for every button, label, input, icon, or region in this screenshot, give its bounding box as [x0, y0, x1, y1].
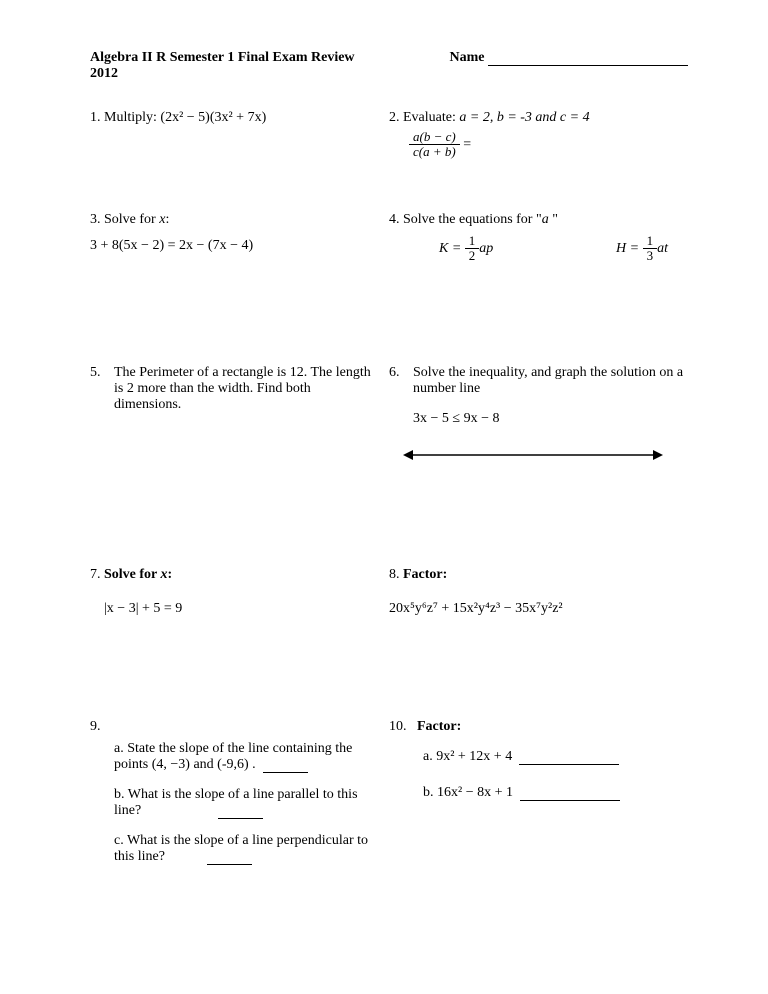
- q6-text: Solve the inequality, and graph the solu…: [413, 365, 688, 397]
- q4-eq1: K = 12ap: [439, 234, 493, 264]
- q10-a-expr: 9x² + 12x + 4: [436, 749, 512, 764]
- title-line1: Algebra II R Semester 1 Final Exam Revie…: [90, 50, 355, 65]
- q4-eq1-den: 2: [465, 249, 480, 263]
- q7-expr: |x − 3| + 5 = 9: [90, 601, 377, 617]
- q3-colon: :: [165, 212, 169, 227]
- q3-label-row: 3. Solve for x:: [90, 212, 377, 228]
- number-line-svg: [403, 445, 663, 465]
- q8: 8. Factor: 20x⁵y⁶z⁷ + 15x²y⁴z³ − 35x⁷y²z…: [389, 567, 688, 617]
- q7-colon: :: [168, 567, 173, 582]
- q4-eq1-rhs: ap: [479, 241, 493, 256]
- q10: 10. Factor: a. 9x² + 12x + 4 b. 16x² − 8…: [389, 719, 688, 865]
- q10-b: b. 16x² − 8x + 1: [389, 785, 688, 801]
- q4-eq2-den: 3: [643, 249, 658, 263]
- q9-c-text: c. What is the slope of a line perpendic…: [114, 833, 368, 864]
- gap-4: [90, 629, 688, 719]
- page: Algebra II R Semester 1 Final Exam Revie…: [0, 0, 768, 994]
- q3-label: 3. Solve for: [90, 212, 159, 227]
- q7: 7. Solve for x: |x − 3| + 5 = 9: [90, 567, 377, 617]
- q6-expr: 3x − 5 ≤ 9x − 8: [413, 411, 688, 427]
- q4-eq1-frac: 12: [465, 234, 480, 264]
- q9-num: 9.: [90, 719, 377, 735]
- q1-expr: (2x² − 5)(3x² + 7x): [160, 110, 266, 125]
- q4-eq1-lhs: K =: [439, 241, 465, 256]
- q8-label-row: 8. Factor:: [389, 567, 688, 583]
- gap-3: [90, 477, 688, 567]
- q4-label-row: 4. Solve the equations for "a ": [389, 212, 688, 228]
- q2-fraction: a(b − c) c(a + b): [409, 130, 460, 160]
- q8-expr: 20x⁵y⁶z⁷ + 15x²y⁴z³ − 35x⁷y²z²: [389, 601, 688, 617]
- q10-head: 10. Factor:: [389, 719, 688, 735]
- q6: 6. Solve the inequality, and graph the s…: [389, 365, 688, 465]
- q5: 5. The Perimeter of a rectangle is 12. T…: [90, 365, 377, 465]
- q2-frac-den: c(a + b): [409, 145, 460, 159]
- header-title: Algebra II R Semester 1 Final Exam Revie…: [90, 50, 355, 82]
- q3-expr: 3 + 8(5x − 2) = 2x − (7x − 4): [90, 238, 377, 254]
- row-q3-q4: 3. Solve for x: 3 + 8(5x − 2) = 2x − (7x…: [90, 212, 688, 264]
- q10-b-label: b.: [423, 785, 437, 800]
- q5-num: 5.: [90, 365, 114, 465]
- q9-a: a. State the slope of the line containin…: [90, 741, 377, 773]
- q4-eq2-rhs: at: [657, 241, 668, 256]
- q4-var: a: [542, 212, 549, 227]
- q9-a-text: a. State the slope of the line containin…: [114, 741, 352, 772]
- q4: 4. Solve the equations for "a " K = 12ap…: [389, 212, 688, 264]
- name-label: Name: [450, 50, 485, 65]
- q7-bold: Solve for: [104, 567, 161, 582]
- q9-b-blank: [218, 818, 263, 819]
- q2-frac-num: a(b − c): [409, 130, 460, 145]
- q4-eq2-lhs: H =: [616, 241, 643, 256]
- q10-bold: Factor:: [417, 719, 461, 734]
- q5-text: The Perimeter of a rectangle is 12. The …: [114, 365, 377, 465]
- q2: 2. Evaluate: a = 2, b = -3 and c = 4 a(b…: [389, 110, 688, 160]
- q2-given: a = 2, b = -3 and c = 4: [459, 110, 589, 125]
- q10-num: 10.: [389, 719, 407, 734]
- q9: 9. a. State the slope of the line contai…: [90, 719, 377, 865]
- q4-eq2-frac: 13: [643, 234, 658, 264]
- q2-line1: 2. Evaluate: a = 2, b = -3 and c = 4: [389, 110, 688, 126]
- q4-eq1-num: 1: [465, 234, 480, 249]
- q6-body: Solve the inequality, and graph the solu…: [413, 365, 688, 465]
- row-q7-q8: 7. Solve for x: |x − 3| + 5 = 9 8. Facto…: [90, 567, 688, 617]
- gap-1: [90, 172, 688, 212]
- row-q9-q10: 9. a. State the slope of the line contai…: [90, 719, 688, 865]
- name-blank-line: [488, 65, 688, 66]
- row-q1-q2: 1. Multiply: (2x² − 5)(3x² + 7x) 2. Eval…: [90, 110, 688, 160]
- q9-a-blank: [263, 772, 308, 773]
- q10-b-expr: 16x² − 8x + 1: [437, 785, 513, 800]
- q8-label: 8.: [389, 567, 403, 582]
- q8-bold: Factor:: [403, 567, 447, 582]
- q4-eq2: H = 13at: [616, 234, 668, 264]
- q4-eq2-num: 1: [643, 234, 658, 249]
- row-q5-q6: 5. The Perimeter of a rectangle is 12. T…: [90, 365, 688, 465]
- q4-label: 4. Solve the equations for ": [389, 212, 542, 227]
- q2-label: 2. Evaluate:: [389, 110, 459, 125]
- q9-b-text: b. What is the slope of a line parallel …: [114, 787, 358, 818]
- q1: 1. Multiply: (2x² − 5)(3x² + 7x): [90, 110, 377, 160]
- q7-var: x: [161, 567, 168, 582]
- header: Algebra II R Semester 1 Final Exam Revie…: [90, 50, 688, 82]
- number-line: [403, 445, 688, 465]
- q9-c-blank: [207, 864, 252, 865]
- q10-b-blank: [520, 800, 620, 801]
- q10-a: a. 9x² + 12x + 4: [389, 749, 688, 765]
- q4-close: ": [549, 212, 558, 227]
- q7-label: 7.: [90, 567, 104, 582]
- q1-label: 1. Multiply:: [90, 110, 160, 125]
- q3: 3. Solve for x: 3 + 8(5x − 2) = 2x − (7x…: [90, 212, 377, 264]
- q7-label-row: 7. Solve for x:: [90, 567, 377, 583]
- q9-b: b. What is the slope of a line parallel …: [90, 787, 377, 819]
- q10-a-blank: [519, 764, 619, 765]
- header-name: Name: [450, 50, 689, 82]
- q2-eq: =: [460, 137, 471, 152]
- q4-eqs: K = 12ap H = 13at: [389, 234, 688, 264]
- q9-c: c. What is the slope of a line perpendic…: [90, 833, 377, 865]
- q2-frac-row: a(b − c) c(a + b) =: [389, 130, 688, 160]
- q10-a-label: a.: [423, 749, 436, 764]
- title-line2: 2012: [90, 66, 118, 81]
- gap-2: [90, 275, 688, 365]
